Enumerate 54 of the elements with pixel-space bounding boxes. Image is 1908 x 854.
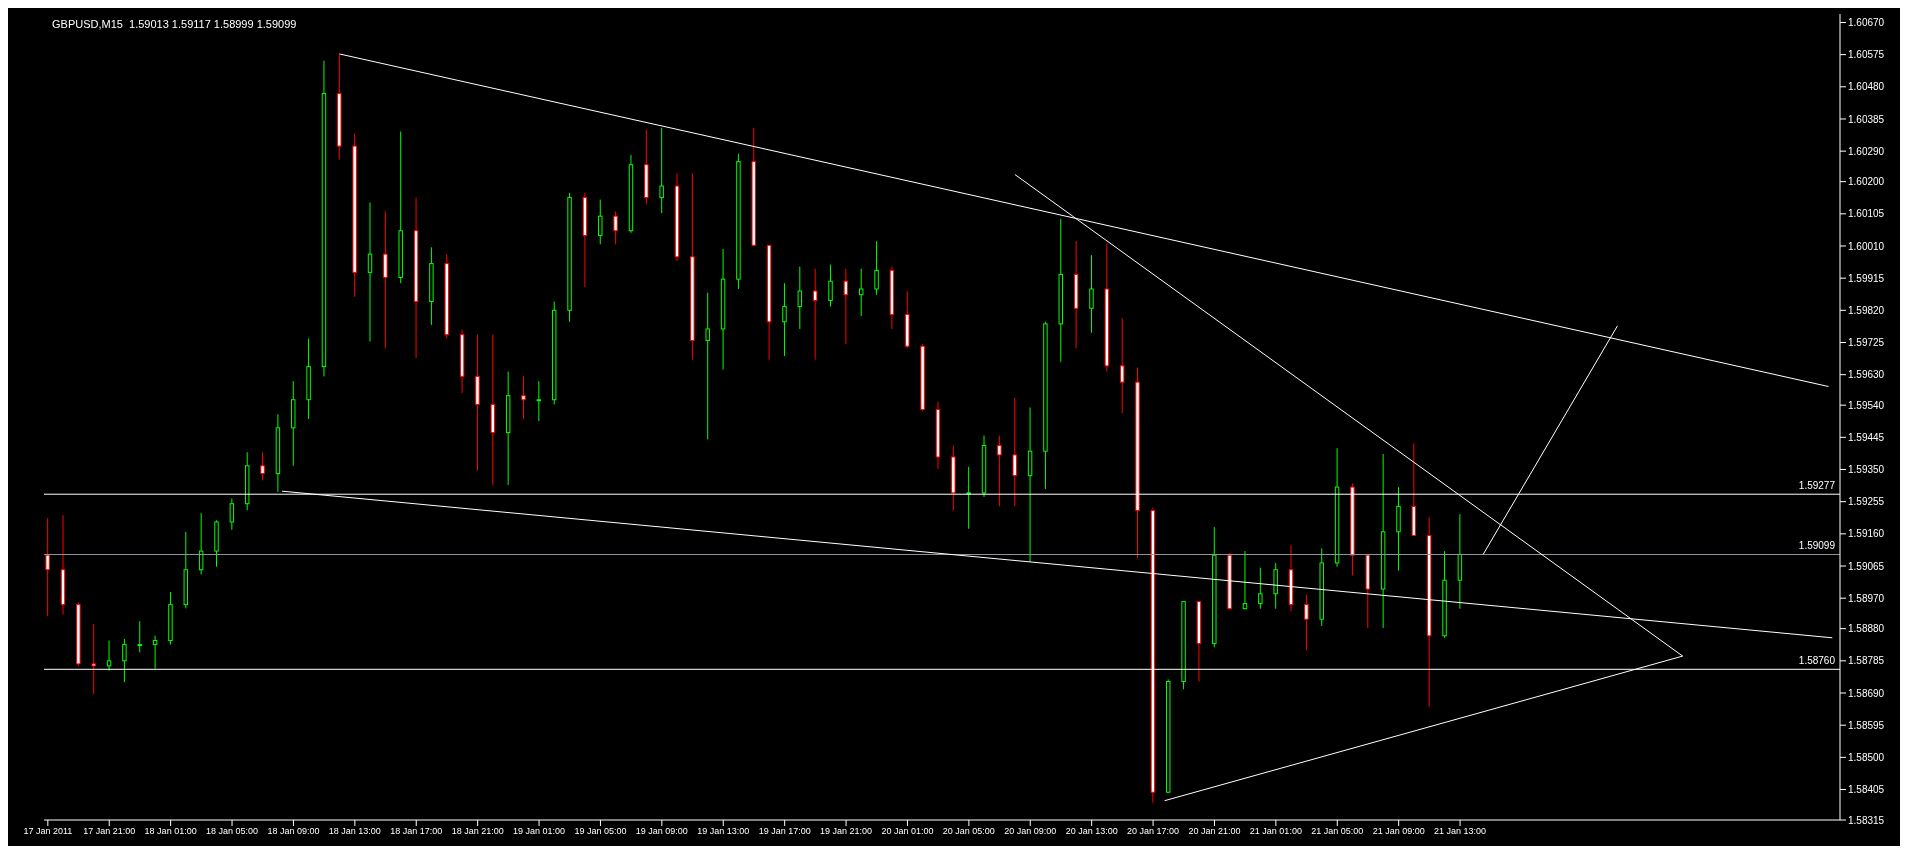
- y-tick-label: 1.60290: [1848, 145, 1885, 157]
- x-tick-label: 17 Jan 2011: [23, 826, 73, 837]
- y-tick-label: 1.58970: [1848, 592, 1885, 604]
- x-tick-label: 19 Jan 21:00: [820, 826, 873, 837]
- x-tick-label: 19 Jan 01:00: [513, 826, 566, 837]
- y-tick-label: 1.58315: [1848, 814, 1885, 826]
- ref-line-label: 1.59099: [1798, 540, 1836, 552]
- y-tick-label: 1.59350: [1848, 464, 1885, 476]
- y-tick-label: 1.59160: [1848, 528, 1885, 540]
- x-tick-label: 20 Jan 21:00: [1188, 826, 1241, 837]
- chart-title: GBPUSD,M15 1.59013 1.59117 1.58999 1.59099: [52, 18, 297, 30]
- x-tick-label: 21 Jan 01:00: [1249, 826, 1302, 837]
- y-tick-label: 1.58690: [1848, 687, 1885, 699]
- ref-line-label: 1.59277: [1798, 480, 1836, 492]
- y-tick-label: 1.59915: [1848, 272, 1885, 284]
- y-tick-label: 1.60575: [1848, 49, 1885, 61]
- x-tick-label: 19 Jan 17:00: [758, 826, 811, 837]
- x-tick-label: 18 Jan 21:00: [451, 826, 504, 837]
- x-tick-label: 20 Jan 17:00: [1127, 826, 1180, 837]
- x-tick-label: 18 Jan 01:00: [144, 826, 197, 837]
- y-tick-label: 1.59255: [1848, 496, 1885, 508]
- y-tick-label: 1.58785: [1848, 655, 1885, 667]
- y-tick-label: 1.59630: [1848, 369, 1885, 381]
- x-tick-label: 21 Jan 13:00: [1434, 826, 1487, 837]
- ref-line-label: 1.58760: [1798, 655, 1836, 667]
- y-tick-label: 1.60010: [1848, 240, 1885, 252]
- y-tick-label: 1.58595: [1848, 719, 1885, 731]
- x-tick-label: 18 Jan 09:00: [267, 826, 320, 837]
- x-tick-label: 20 Jan 01:00: [881, 826, 934, 837]
- x-tick-label: 21 Jan 09:00: [1372, 826, 1425, 837]
- x-tick-label: 20 Jan 13:00: [1065, 826, 1118, 837]
- y-tick-label: 1.60480: [1848, 81, 1885, 93]
- y-tick-label: 1.60105: [1848, 208, 1885, 220]
- y-tick-label: 1.59725: [1848, 337, 1885, 349]
- x-tick-label: 19 Jan 13:00: [697, 826, 750, 837]
- y-tick-label: 1.58405: [1848, 784, 1885, 796]
- y-tick-label: 1.60385: [1848, 113, 1885, 125]
- x-tick-label: 18 Jan 05:00: [206, 826, 259, 837]
- y-tick-label: 1.59820: [1848, 304, 1885, 316]
- x-tick-label: 17 Jan 21:00: [83, 826, 136, 837]
- y-tick-label: 1.58500: [1848, 751, 1885, 763]
- y-tick-label: 1.59540: [1848, 399, 1885, 411]
- x-tick-label: 19 Jan 05:00: [574, 826, 627, 837]
- x-tick-label: 21 Jan 05:00: [1311, 826, 1364, 837]
- y-tick-label: 1.58880: [1848, 623, 1885, 635]
- x-tick-label: 19 Jan 09:00: [635, 826, 688, 837]
- y-tick-label: 1.60200: [1848, 176, 1885, 188]
- y-tick-label: 1.59065: [1848, 560, 1885, 572]
- x-tick-label: 20 Jan 05:00: [942, 826, 995, 837]
- x-tick-label: 18 Jan 17:00: [390, 826, 443, 837]
- x-tick-label: 18 Jan 13:00: [328, 826, 381, 837]
- y-tick-label: 1.60670: [1848, 17, 1885, 29]
- x-tick-label: 20 Jan 09:00: [1004, 826, 1057, 837]
- y-tick-label: 1.59445: [1848, 431, 1885, 443]
